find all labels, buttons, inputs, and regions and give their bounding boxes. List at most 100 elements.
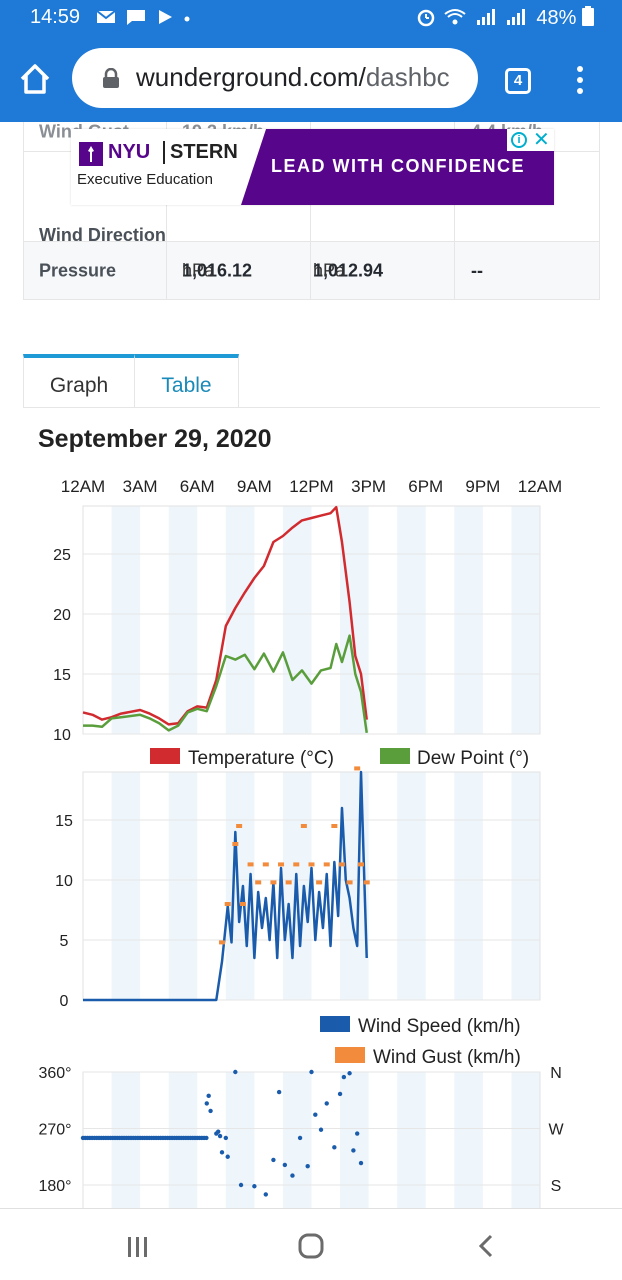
row-label: Wind Direction: [39, 225, 166, 245]
wind-direction-point: [204, 1135, 209, 1141]
url-field[interactable]: wunderground.com/dashbc: [72, 48, 478, 108]
row-label: Pressure: [39, 260, 117, 280]
grid-stripe: [397, 506, 426, 734]
tab-switcher-button[interactable]: 4: [505, 68, 531, 94]
x-tick-label: 3PM: [351, 477, 386, 496]
home-nav-icon[interactable]: [297, 1232, 325, 1260]
y-tick-label: 180°: [38, 1178, 71, 1195]
grid-stripe: [282, 1072, 312, 1208]
tab-table[interactable]: Table: [135, 354, 239, 408]
ad-choices[interactable]: i ✕: [507, 129, 554, 151]
info-icon[interactable]: i: [511, 132, 527, 148]
wind-gust-point: [236, 824, 243, 828]
wind-gust-point: [308, 862, 315, 867]
system-nav-bar: [0, 1208, 622, 1280]
battery-indicator: 48%: [536, 6, 594, 30]
wind-direction-point: [233, 1069, 238, 1075]
grid-stripe: [511, 1072, 540, 1208]
browser-toolbar: wunderground.com/dashbc 4: [0, 36, 622, 122]
wind-gust-point: [285, 880, 292, 885]
message-icon: [127, 9, 146, 25]
grid-stripe: [168, 506, 198, 734]
wind-direction-point: [238, 1182, 244, 1188]
ad-tagline-area: [241, 129, 554, 205]
y-tick-label: 15: [55, 813, 73, 830]
system-icons: [416, 7, 527, 27]
back-icon[interactable]: [474, 1233, 498, 1259]
ad-tagline: LEAD WITH CONFIDENCE: [271, 156, 525, 176]
wind-direction-point: [271, 1157, 276, 1163]
close-icon[interactable]: ✕: [533, 129, 550, 151]
ad-banner[interactable]: NYU STERN Executive Education LEAD WITH …: [71, 129, 554, 205]
home-icon[interactable]: [18, 62, 52, 96]
wind-gust-point: [338, 862, 345, 867]
table-row: Pressure 1,016.12 hPa 1,012.94 hPa --: [24, 242, 599, 300]
wind-direction-point: [219, 1150, 225, 1155]
wind-direction-point: [332, 1145, 337, 1150]
row-value: --: [471, 260, 483, 280]
compass-label: S: [551, 1178, 562, 1195]
pressure-value: 1,012.94: [313, 260, 384, 280]
wind-gust-point: [346, 880, 353, 885]
grid-stripe: [454, 772, 483, 1000]
chart-date-title: September 29, 2020: [38, 425, 272, 453]
wind-direction-point: [318, 1127, 324, 1132]
wind-direction-point: [206, 1093, 211, 1099]
wind-speed-line: [83, 770, 368, 1002]
overflow-menu-icon[interactable]: [570, 64, 590, 98]
url-text: wunderground.com/dashbc: [136, 62, 466, 93]
y-tick-label: 10: [55, 873, 73, 890]
legend-dew-point: Dew Point (°): [417, 748, 529, 769]
wind-gust-point: [247, 862, 254, 867]
wind-gust-point: [293, 862, 300, 867]
wind-gust-point: [232, 842, 239, 846]
wind-gust-point: [224, 902, 231, 906]
alarm-icon: [417, 9, 434, 27]
y-tick-label: 15: [53, 667, 71, 684]
wind-direction-point: [337, 1091, 343, 1097]
grid-stripe: [511, 772, 540, 1000]
x-tick-label: 9AM: [237, 477, 272, 496]
recents-icon[interactable]: [124, 1235, 152, 1259]
legend-swatch-wind-gust: [335, 1047, 365, 1063]
status-time: 14:59: [30, 6, 81, 28]
wind-direction-point: [290, 1173, 295, 1178]
y-tick-label: 0: [60, 993, 69, 1010]
ad-brand-nyu: NYU: [108, 141, 151, 163]
signal-icon: [476, 9, 495, 25]
wind-gust-point: [300, 824, 307, 828]
y-tick-label: 5: [60, 933, 69, 950]
pressure-unit: hPa: [313, 260, 346, 280]
wind-gust-point: [255, 880, 262, 885]
grid-stripe: [397, 772, 426, 1000]
tab-graph[interactable]: Graph: [23, 354, 135, 408]
wifi-icon: [444, 9, 466, 25]
grid-stripe: [454, 1072, 483, 1208]
legend-swatch-wind-speed: [320, 1016, 350, 1032]
grid-stripe: [111, 772, 141, 1000]
grid-stripe: [340, 1072, 369, 1208]
wind-direction-point: [217, 1133, 223, 1139]
ad-brand-stern: STERN: [163, 141, 238, 164]
grid-stripe: [397, 1072, 426, 1208]
dew-point-line: [83, 634, 368, 733]
battery-icon: [582, 6, 594, 26]
y-tick-label: 25: [53, 547, 71, 564]
wind-direction-point: [263, 1192, 268, 1197]
wind-gust-point: [239, 902, 246, 906]
x-tick-label: 6AM: [180, 477, 215, 496]
wind-direction-point: [276, 1089, 282, 1095]
nyu-torch-icon: [79, 142, 103, 166]
wind-direction-point: [351, 1148, 356, 1153]
view-tabs: Graph Table: [23, 354, 600, 408]
x-tick-label: 9PM: [465, 477, 500, 496]
x-tick-label: 12AM: [61, 477, 105, 496]
wind-gust-point: [363, 880, 370, 885]
wind-gust-point: [278, 862, 285, 867]
grid-stripe: [111, 506, 141, 734]
legend-swatch-dew-point: [380, 748, 410, 764]
wind-direction-point: [208, 1108, 213, 1114]
grid-stripe: [511, 506, 540, 734]
notification-icons: [96, 8, 191, 26]
x-tick-label: 12PM: [289, 477, 333, 496]
